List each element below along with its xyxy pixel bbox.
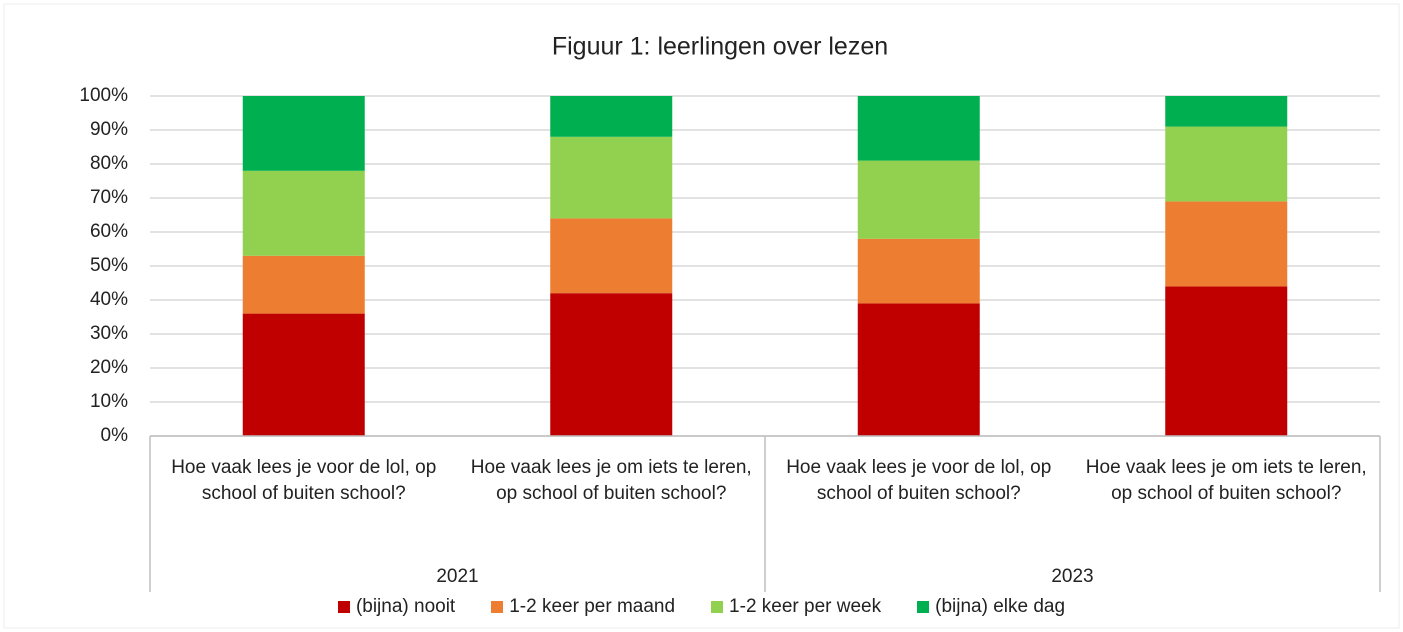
legend-swatch	[337, 601, 350, 613]
x-tick-label: Hoe vaak lees je voor de lol, op school …	[171, 457, 437, 504]
legend-item: (bijna) elke dag	[917, 596, 1065, 618]
chart-title: Figuur 1: leerlingen over lezen	[552, 33, 888, 61]
y-tick-label: 20%	[90, 357, 128, 378]
bar-segment	[1165, 286, 1288, 436]
y-tick-label: 0%	[101, 425, 129, 446]
y-tick-label: 50%	[90, 255, 128, 276]
bar-segment	[242, 313, 365, 436]
y-tick-label: 10%	[90, 391, 128, 412]
legend-swatch	[917, 601, 930, 613]
bar-segment	[1165, 126, 1288, 202]
bar-segment	[857, 160, 980, 239]
legend-label: 1-2 keer per maand	[509, 596, 676, 617]
bar-segment	[242, 255, 365, 314]
bar-segment	[242, 96, 365, 171]
bar-segment	[857, 303, 980, 436]
x-tick-label: Hoe vaak lees je om iets te leren, op sc…	[470, 457, 752, 504]
y-tick-label: 40%	[90, 289, 128, 310]
bar-segment	[857, 96, 980, 161]
x-tick-label: Hoe vaak lees je voor de lol, op school …	[786, 457, 1052, 504]
bar-segment	[550, 96, 673, 137]
x-tick-label: Hoe vaak lees je om iets te leren, op sc…	[1085, 457, 1367, 504]
group-label: 2021	[436, 566, 478, 587]
y-tick-label: 100%	[79, 85, 128, 106]
legend: (bijna) nooit 1-2 keer per maand 1-2 keer …	[0, 596, 1403, 618]
bar-segment	[550, 136, 673, 219]
legend-item: 1-2 keer per week	[711, 596, 881, 618]
legend-label: (bijna) nooit	[355, 596, 456, 617]
bar-segment	[1165, 96, 1288, 127]
legend-label: (bijna) elke dag	[935, 596, 1066, 617]
chart-border	[3, 3, 1400, 629]
group-label: 2023	[1051, 566, 1093, 587]
y-tick-label: 80%	[90, 153, 128, 174]
y-tick-label: 70%	[90, 187, 128, 208]
bar-segment	[857, 238, 980, 304]
legend-item: 1-2 keer per maand	[491, 596, 675, 618]
y-tick-label: 30%	[90, 323, 128, 344]
legend-swatch	[711, 601, 724, 613]
y-tick-label: 90%	[90, 119, 128, 140]
legend-label: 1-2 keer per week	[729, 596, 882, 617]
legend-item: (bijna) nooit	[337, 596, 456, 618]
bar-segment	[242, 170, 365, 256]
legend-swatch	[491, 601, 504, 613]
bar-segment	[550, 218, 673, 294]
bar-segment	[1165, 201, 1288, 287]
bar-segment	[550, 293, 673, 436]
y-tick-label: 60%	[90, 221, 128, 242]
